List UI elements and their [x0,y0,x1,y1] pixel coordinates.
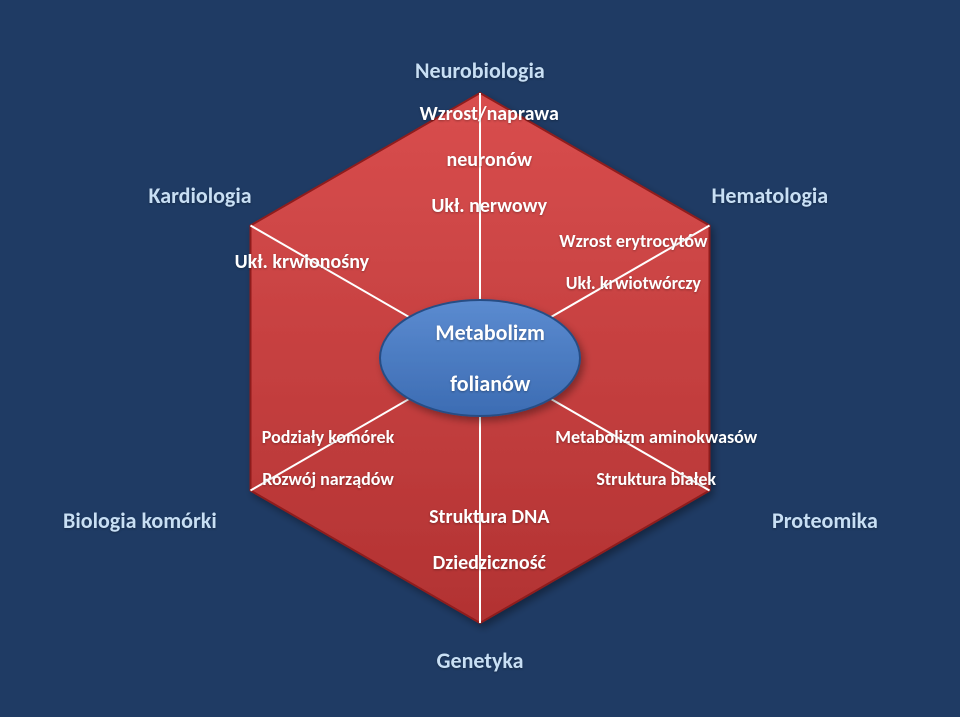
outer-label-bottom: Genetyka [437,648,524,673]
center-line2: folianów [450,370,530,397]
outer-label-right: Proteomika [772,508,878,533]
center-label: Metabolizm folianów [416,295,545,421]
inner-br-line2: Struktura białek [596,468,716,490]
outer-label-top-right: Hematologia [712,183,829,208]
outer-label-top-left: Kardiologia [149,183,252,208]
inner-b-line2: Dziedziczność [433,551,546,575]
inner-bl-line2: Rozwój narządów [262,468,394,490]
inner-label-top-left: Ukł. krwionośny [217,228,370,297]
inner-top-line2: neuronów [446,148,532,172]
inner-top-line1: Wzrost/naprawa [420,102,559,126]
inner-tr-line1: Wzrost erytrocytów [559,230,707,252]
inner-b-line1: Struktura DNA [429,505,549,529]
inner-label-top: Wzrost/naprawa neuronów Ukł. nerwowy [402,80,559,241]
inner-bl-line1: Podziały komórek [262,426,394,448]
outer-label-left: Biologia komórki [63,508,217,533]
inner-tl-line1: Ukł. krwionośny [235,250,370,274]
inner-top-line3: Ukł. nerwowy [431,194,547,218]
center-line1: Metabolizm [435,319,545,346]
inner-label-bottom: Struktura DNA Dziedziczność [411,483,549,598]
inner-label-top-right: Wzrost erytrocytów Ukł. krwiotwórczy [543,211,707,314]
diagram-stage: Neurobiologia Hematologia Proteomika Gen… [0,0,960,717]
inner-br-line1: Metabolizm aminokwasów [555,426,757,448]
inner-label-bot-left: Podziały komórek Rozwój narządów [246,407,395,510]
inner-tr-line2: Ukł. krwiotwórczy [566,272,701,294]
inner-label-bot-right: Metabolizm aminokwasów Struktura białek [539,407,757,510]
